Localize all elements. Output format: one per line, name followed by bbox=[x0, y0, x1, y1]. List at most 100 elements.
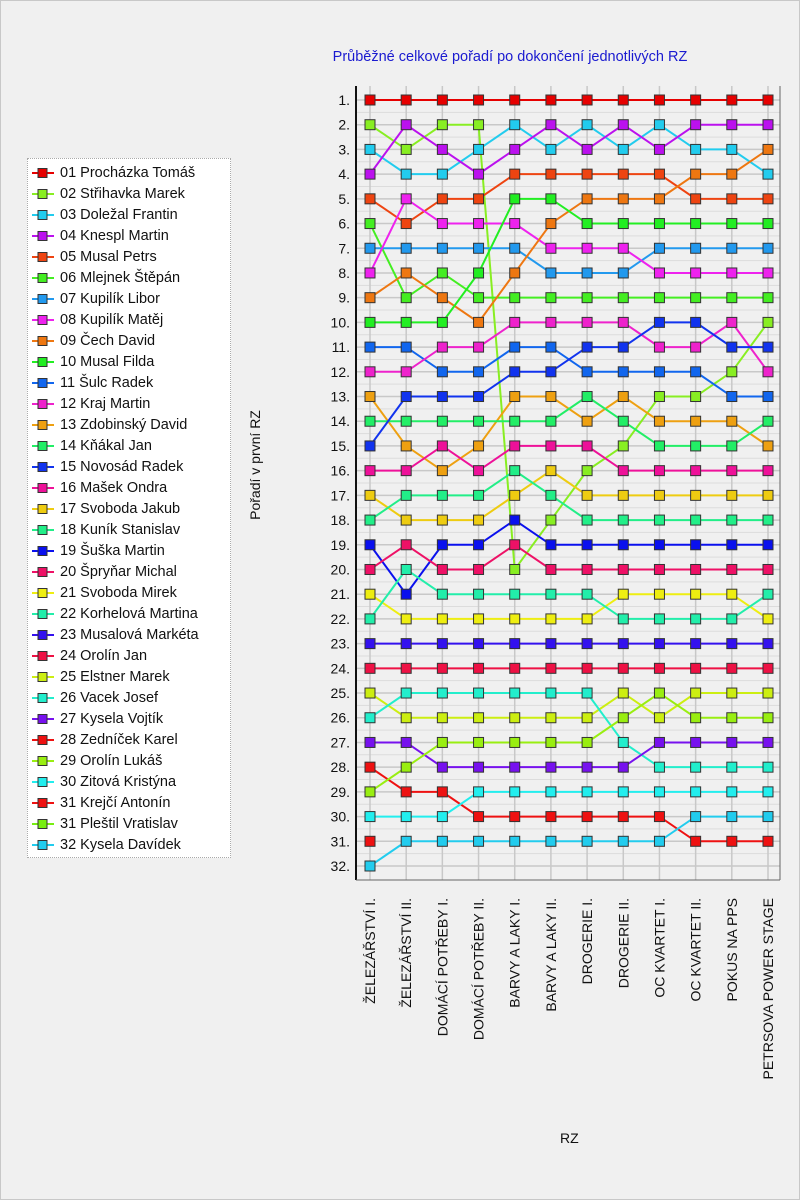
legend-label: 24 Orolín Jan bbox=[60, 647, 148, 664]
data-point bbox=[617, 687, 629, 699]
series-10-musal-filda bbox=[364, 193, 774, 328]
legend-label: 29 Orolín Lukáš bbox=[60, 752, 163, 769]
data-point bbox=[436, 588, 448, 600]
legend-marker-icon bbox=[32, 755, 54, 766]
legend-item: 31 Pleštil Vratislav bbox=[28, 813, 230, 834]
legend-label: 25 Elstner Marek bbox=[60, 668, 170, 685]
data-point bbox=[473, 638, 485, 650]
series-31-krejčí-antonín bbox=[364, 835, 376, 847]
legend-item: 17 Svoboda Jakub bbox=[28, 498, 230, 519]
data-point bbox=[509, 712, 521, 724]
x-tick-label: ŽELEZÁŘSTVÍ I. bbox=[362, 898, 378, 1004]
legend-label: 04 Knespl Martin bbox=[60, 227, 169, 244]
legend-item: 18 Kuník Stanislav bbox=[28, 519, 230, 540]
legend-marker-icon bbox=[32, 734, 54, 745]
legend-item: 10 Musal Filda bbox=[28, 351, 230, 372]
data-point bbox=[364, 736, 376, 748]
series-line bbox=[369, 518, 768, 596]
legend-item: 30 Zitová Kristýna bbox=[28, 771, 230, 792]
legend-marker-icon bbox=[32, 209, 54, 220]
legend-label: 18 Kuník Stanislav bbox=[60, 521, 181, 538]
data-point bbox=[509, 539, 521, 551]
legend-marker-icon bbox=[32, 608, 54, 619]
legend-label: 10 Musal Filda bbox=[60, 353, 155, 370]
series-15-novosád-radek bbox=[364, 316, 774, 452]
data-point bbox=[436, 465, 448, 477]
data-point bbox=[762, 736, 774, 748]
data-point bbox=[509, 638, 521, 650]
data-point bbox=[364, 242, 376, 254]
data-point bbox=[400, 465, 412, 477]
legend-item: 13 Zdobinský David bbox=[28, 414, 230, 435]
data-point bbox=[726, 193, 738, 205]
series-line bbox=[370, 395, 769, 447]
series-04-knespl-martin bbox=[364, 119, 774, 180]
series-line bbox=[370, 444, 768, 472]
y-tick-label: 24. bbox=[331, 660, 350, 676]
data-point bbox=[617, 168, 629, 180]
data-point bbox=[400, 292, 412, 304]
data-point bbox=[617, 465, 629, 477]
legend-label: 11 Šulc Radek bbox=[60, 374, 154, 391]
legend-marker-icon bbox=[32, 524, 54, 535]
data-point bbox=[509, 267, 521, 279]
data-point bbox=[690, 489, 702, 501]
y-tick-label: 1. bbox=[338, 92, 350, 108]
series-line bbox=[370, 321, 769, 373]
data-point bbox=[581, 415, 593, 427]
legend-label: 31 Pleštil Vratislav bbox=[60, 815, 178, 832]
legend-item: 26 Vacek Josef bbox=[28, 687, 230, 708]
data-point bbox=[364, 292, 376, 304]
y-tick-label: 3. bbox=[338, 141, 350, 157]
data-point bbox=[762, 514, 774, 526]
y-tick-label: 6. bbox=[338, 216, 350, 232]
data-point bbox=[762, 168, 774, 180]
data-point bbox=[400, 218, 412, 230]
data-point bbox=[617, 316, 629, 328]
legend-marker-icon bbox=[32, 629, 54, 640]
chart-title: Průběžné celkové pořadí po dokončení jed… bbox=[332, 49, 688, 65]
data-point bbox=[545, 465, 557, 477]
y-tick-label: 17. bbox=[331, 487, 350, 503]
legend-label: 13 Zdobinský David bbox=[60, 416, 188, 433]
legend-label: 22 Korhelová Martina bbox=[60, 605, 198, 622]
data-point bbox=[364, 860, 376, 872]
legend-label: 28 Zedníček Karel bbox=[60, 731, 178, 748]
data-point bbox=[509, 193, 521, 205]
data-point bbox=[400, 119, 412, 131]
data-point bbox=[473, 119, 485, 131]
data-point bbox=[581, 563, 593, 575]
legend-item: 04 Knespl Martin bbox=[28, 225, 230, 246]
data-point bbox=[364, 563, 376, 575]
legend-marker-icon bbox=[32, 377, 54, 388]
legend-label: 17 Svoboda Jakub bbox=[60, 500, 181, 517]
data-point bbox=[690, 94, 702, 106]
data-point bbox=[364, 440, 376, 452]
data-point bbox=[690, 736, 702, 748]
legend-item: 29 Orolín Lukáš bbox=[28, 750, 230, 771]
data-point bbox=[509, 835, 521, 847]
data-point bbox=[762, 267, 774, 279]
data-point bbox=[617, 613, 629, 625]
data-point bbox=[509, 687, 521, 699]
data-point bbox=[617, 835, 629, 847]
data-point bbox=[617, 662, 629, 674]
series-22-korhelová-martina bbox=[364, 563, 774, 625]
data-point bbox=[545, 316, 557, 328]
data-point bbox=[726, 712, 738, 724]
data-point bbox=[364, 218, 376, 230]
data-point bbox=[690, 193, 702, 205]
data-point bbox=[400, 440, 412, 452]
data-point bbox=[436, 539, 448, 551]
data-point bbox=[726, 168, 738, 180]
legend-item: 16 Mašek Ondra bbox=[28, 477, 230, 498]
legend-marker-icon bbox=[32, 356, 54, 367]
legend-marker-icon bbox=[32, 692, 54, 703]
data-point bbox=[653, 415, 665, 427]
data-point bbox=[653, 638, 665, 650]
data-point bbox=[436, 341, 448, 353]
data-point bbox=[581, 168, 593, 180]
data-point bbox=[690, 341, 702, 353]
data-point bbox=[581, 440, 593, 452]
